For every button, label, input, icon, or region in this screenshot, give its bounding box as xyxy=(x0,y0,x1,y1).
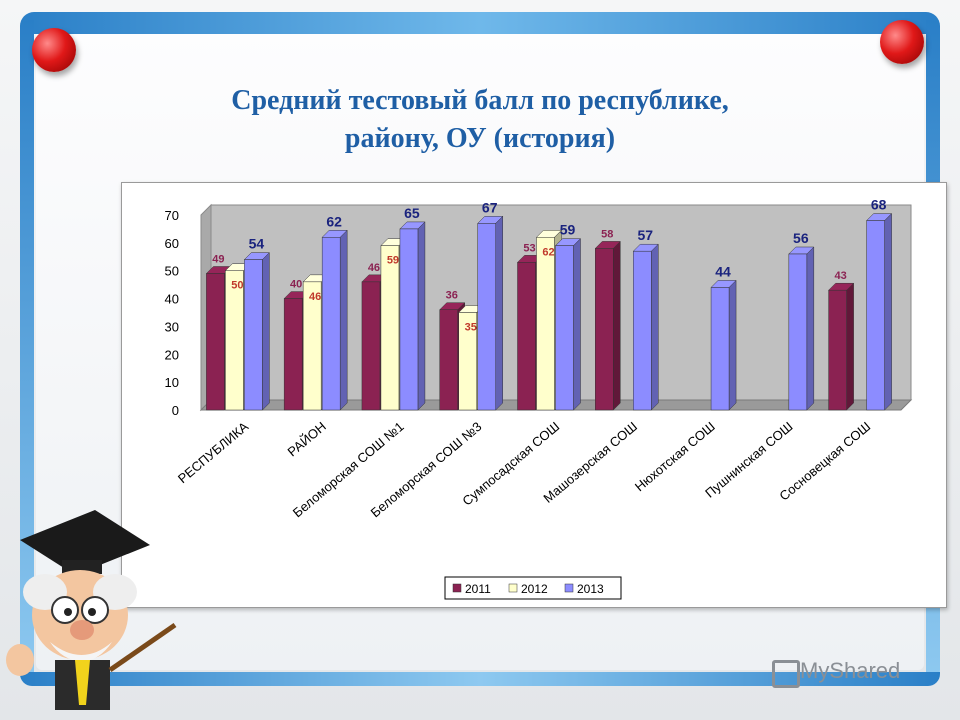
bar xyxy=(225,270,244,411)
brand-watermark: MyShared xyxy=(800,658,901,683)
bar xyxy=(439,309,458,411)
bar xyxy=(788,253,808,411)
brand-logo-icon xyxy=(772,660,800,688)
bar xyxy=(828,289,847,411)
bar-side xyxy=(806,246,815,411)
bar xyxy=(302,281,322,411)
bar xyxy=(321,237,341,411)
y-tick-label: 60 xyxy=(165,236,179,251)
frame-bottom-bar xyxy=(20,672,940,686)
x-tick-label: Нюхотская СОШ xyxy=(632,419,718,495)
y-tick-label: 50 xyxy=(165,264,179,279)
bar-side xyxy=(884,212,892,411)
data-label: 46 xyxy=(309,291,321,303)
bar xyxy=(555,245,574,411)
bar-side xyxy=(846,282,854,411)
bar-side xyxy=(417,221,426,411)
pushpin-icon xyxy=(32,28,76,72)
bar xyxy=(633,250,652,411)
data-label: 62 xyxy=(542,246,554,258)
bar-side xyxy=(651,243,659,411)
bar-chart: 0 10 20 30 40 50 60 70 49 50 54 РЕСПУБЛИКА 40 46 62 РАЙ… xyxy=(165,197,913,600)
data-label: 50 xyxy=(231,280,243,292)
bar-side xyxy=(728,279,737,411)
y-tick-label: 20 xyxy=(165,347,179,362)
data-label: 49 xyxy=(212,254,224,266)
data-label: 68 xyxy=(871,197,887,213)
bar-side xyxy=(339,229,348,411)
bar xyxy=(710,287,730,411)
legend-label: 2011 xyxy=(465,582,491,596)
x-tick-label: РЕСПУБЛИКА xyxy=(175,419,252,487)
legend-label: 2013 xyxy=(577,582,604,596)
y-tick-label: 0 xyxy=(172,403,179,418)
data-label: 43 xyxy=(834,270,846,282)
data-label: 59 xyxy=(387,255,399,267)
title-line-2: району, ОУ (история) xyxy=(344,123,616,154)
bar-side xyxy=(495,215,503,411)
data-label: 54 xyxy=(249,236,265,252)
data-label: 40 xyxy=(290,279,302,291)
bar xyxy=(866,220,885,411)
bar xyxy=(595,248,614,411)
legend-swatch xyxy=(452,583,462,593)
bar-side xyxy=(613,240,621,411)
y-tick-label: 10 xyxy=(165,375,179,390)
bar xyxy=(399,228,419,411)
legend-swatch xyxy=(508,583,518,593)
slide-title: Средний тестовый балл по республике, рай… xyxy=(160,82,800,158)
y-tick-label: 30 xyxy=(165,319,179,334)
data-label: 36 xyxy=(446,290,458,302)
data-label: 57 xyxy=(637,227,653,243)
bar xyxy=(283,298,303,411)
y-tick-label: 40 xyxy=(165,292,179,307)
bar xyxy=(244,259,263,411)
bar xyxy=(477,223,496,411)
bar xyxy=(536,237,555,411)
data-label: 46 xyxy=(368,262,380,274)
bar xyxy=(380,245,400,411)
bar xyxy=(458,312,477,411)
data-label: 44 xyxy=(715,263,731,279)
bar xyxy=(361,281,381,411)
data-label: 58 xyxy=(601,228,613,240)
bar xyxy=(517,262,536,411)
frame-top-bar xyxy=(20,12,940,34)
data-label: 65 xyxy=(404,205,420,221)
title-line-1: Средний тестовый балл по республике, xyxy=(231,85,729,116)
bar-side xyxy=(573,238,581,411)
x-tick-label: РАЙОН xyxy=(285,419,329,460)
bar-side xyxy=(262,251,270,411)
data-label: 35 xyxy=(465,322,477,334)
legend-box xyxy=(444,576,622,600)
pushpin-icon xyxy=(880,20,924,64)
legend-swatch xyxy=(564,583,574,593)
data-label: 56 xyxy=(793,230,809,246)
data-label: 67 xyxy=(482,199,498,215)
bar xyxy=(206,273,225,411)
y-tick-label: 70 xyxy=(165,208,179,223)
frame-left-bar xyxy=(20,20,34,680)
data-label: 53 xyxy=(523,242,535,254)
data-label: 62 xyxy=(326,213,342,229)
legend-label: 2012 xyxy=(521,582,548,596)
professor-mascot-icon xyxy=(6,510,177,710)
data-label: 59 xyxy=(560,222,576,238)
